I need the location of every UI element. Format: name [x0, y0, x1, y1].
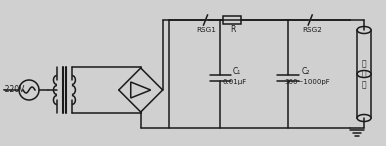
Bar	[357, 30, 371, 118]
Text: 反
应
器: 反 应 器	[362, 59, 366, 89]
Text: C₁: C₁	[232, 67, 240, 77]
Text: RSG1: RSG1	[196, 27, 217, 33]
Text: -220V: -220V	[3, 86, 25, 94]
Text: 0.01μF: 0.01μF	[222, 79, 247, 85]
Bar	[223, 16, 241, 24]
Text: C₂: C₂	[302, 67, 310, 77]
Text: R: R	[230, 26, 235, 34]
Text: RSG2: RSG2	[302, 27, 322, 33]
Text: 360~1000pF: 360~1000pF	[284, 79, 330, 85]
Ellipse shape	[357, 114, 371, 121]
Ellipse shape	[357, 27, 371, 33]
Ellipse shape	[357, 71, 371, 78]
